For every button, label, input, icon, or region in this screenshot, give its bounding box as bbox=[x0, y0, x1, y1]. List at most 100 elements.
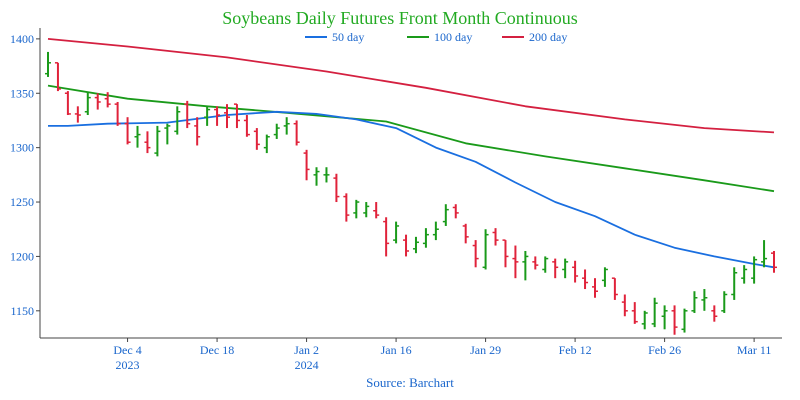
ohlc-bar bbox=[442, 204, 449, 226]
ohlc-bars bbox=[45, 51, 777, 335]
ohlc-bar bbox=[104, 92, 111, 108]
ohlc-bar bbox=[741, 265, 748, 284]
ohlc-bar bbox=[54, 62, 61, 92]
x-tick-year-label: 2023 bbox=[116, 358, 140, 372]
x-tick-label: Dec 18 bbox=[200, 343, 234, 357]
ohlc-bar bbox=[731, 267, 738, 300]
ohlc-bar bbox=[94, 93, 101, 110]
ohlc-bar bbox=[641, 310, 648, 330]
ohlc-bar bbox=[303, 149, 310, 181]
ohlc-bar bbox=[661, 305, 668, 330]
ohlc-bar bbox=[522, 250, 529, 281]
ohlc-bar bbox=[224, 104, 231, 129]
ohlc-bar bbox=[582, 269, 589, 290]
chart-source: Source: Barchart bbox=[366, 375, 454, 390]
ma100-legend-label: 100 day bbox=[434, 30, 472, 44]
ohlc-bar bbox=[552, 258, 559, 279]
ohlc-bar bbox=[542, 256, 549, 273]
ohlc-bar bbox=[432, 221, 439, 241]
ohlc-bar bbox=[711, 305, 718, 322]
x-tick-label: Jan 29 bbox=[470, 343, 501, 357]
ohlc-bar bbox=[671, 305, 678, 335]
ohlc-bar bbox=[562, 258, 569, 279]
x-tick-label: Feb 12 bbox=[559, 343, 592, 357]
ohlc-bar bbox=[403, 234, 410, 257]
ohlc-bar bbox=[601, 267, 608, 287]
ohlc-bar bbox=[373, 202, 380, 219]
ohlc-bar bbox=[691, 291, 698, 313]
ma200-legend-label: 200 day bbox=[529, 30, 567, 44]
x-tick-label: Mar 11 bbox=[737, 343, 772, 357]
ohlc-bar bbox=[204, 106, 211, 126]
ohlc-bar bbox=[472, 240, 479, 268]
ohlc-bar bbox=[233, 103, 240, 129]
ohlc-bar bbox=[751, 256, 758, 284]
ohlc-bar bbox=[164, 123, 171, 145]
ohlc-bar bbox=[771, 250, 777, 273]
ohlc-bar bbox=[333, 173, 340, 203]
ohlc-bar bbox=[144, 131, 151, 154]
ohlc-bar bbox=[343, 193, 350, 222]
y-tick-label: 1300 bbox=[10, 141, 34, 155]
ma200-line bbox=[47, 38, 775, 134]
y-tick-label: 1150 bbox=[10, 304, 34, 318]
ohlc-bar bbox=[363, 202, 370, 218]
ohlc-bar bbox=[253, 128, 260, 150]
ohlc-bar bbox=[64, 91, 71, 116]
ma50-legend-label: 50 day bbox=[332, 30, 364, 44]
ohlc-bar bbox=[761, 240, 768, 268]
ohlc-bar bbox=[283, 117, 290, 135]
chart-title: Soybeans Daily Futures Front Month Conti… bbox=[222, 8, 578, 28]
ohlc-bar bbox=[243, 115, 250, 137]
x-tick-label: Dec 4 bbox=[113, 343, 141, 357]
x-tick-label: Jan 16 bbox=[381, 343, 412, 357]
ohlc-bar bbox=[154, 125, 161, 157]
ohlc-bar bbox=[313, 167, 320, 186]
ohlc-bar bbox=[263, 134, 270, 154]
ohlc-bar bbox=[323, 167, 330, 183]
ohlc-bar bbox=[383, 217, 390, 257]
y-axis-ticks: 1150 1200 1250 1300 1350 1400 bbox=[10, 32, 40, 318]
ohlc-bar bbox=[134, 125, 141, 148]
ohlc-bar bbox=[631, 302, 638, 324]
ma50-line bbox=[48, 110, 775, 269]
y-tick-label: 1200 bbox=[10, 249, 34, 263]
y-tick-label: 1400 bbox=[10, 32, 34, 46]
ohlc-bar bbox=[452, 204, 459, 219]
ohlc-bar bbox=[45, 51, 51, 77]
ohlc-bar bbox=[512, 245, 519, 279]
ohlc-bar bbox=[721, 291, 728, 313]
y-tick-label: 1250 bbox=[10, 195, 34, 209]
ohlc-bar bbox=[621, 294, 628, 317]
ohlc-bar bbox=[591, 278, 598, 298]
ma100-line bbox=[47, 84, 775, 193]
x-tick-label: Jan 2 bbox=[294, 343, 319, 357]
ohlc-bar bbox=[422, 228, 429, 248]
ohlc-bar bbox=[532, 256, 539, 270]
chart-axes bbox=[39, 28, 782, 339]
ohlc-bar bbox=[572, 260, 579, 283]
ohlc-bar bbox=[681, 308, 688, 333]
ohlc-bar bbox=[651, 297, 658, 328]
ohlc-bar bbox=[393, 221, 400, 244]
chart-legend: 50 day 100 day 200 day bbox=[305, 30, 567, 44]
ohlc-bar bbox=[353, 199, 360, 219]
ohlc-bar bbox=[412, 236, 419, 254]
ohlc-bar bbox=[293, 120, 300, 146]
ohlc-bar bbox=[611, 277, 618, 300]
ohlc-bar bbox=[273, 123, 280, 139]
moving-average-lines bbox=[47, 38, 775, 269]
ohlc-bar bbox=[492, 228, 499, 246]
ohlc-bar bbox=[482, 229, 489, 270]
ohlc-bar bbox=[74, 106, 81, 123]
y-tick-label: 1350 bbox=[10, 86, 34, 100]
ohlc-bar bbox=[114, 101, 121, 126]
ohlc-bar bbox=[174, 106, 181, 135]
ohlc-bar bbox=[502, 239, 509, 268]
ohlc-bar bbox=[462, 223, 469, 244]
ohlc-bar bbox=[184, 100, 191, 129]
ohlc-bar bbox=[701, 289, 708, 311]
ohlc-bar bbox=[214, 106, 221, 126]
